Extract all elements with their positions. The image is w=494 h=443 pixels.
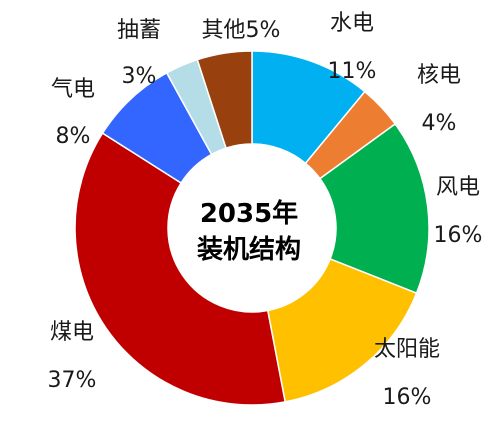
label-solar-value: 16% <box>383 385 432 410</box>
slice-wind <box>318 122 430 295</box>
label-nuclear-value: 4% <box>422 111 457 136</box>
label-other: 其他5% <box>202 18 281 43</box>
label-coal-value: 37% <box>48 368 97 393</box>
chart-subtitle: 装机结构 <box>197 235 301 265</box>
slice-solar <box>266 257 418 403</box>
chart-title: 2035年 <box>200 198 298 229</box>
label-pumped-storage-value: 3% <box>122 64 157 89</box>
label-gas-value: 8% <box>56 124 91 149</box>
label-gas-name: 气电 <box>51 77 95 102</box>
label-coal-name: 煤电 <box>50 320 94 345</box>
slice-coal <box>74 132 287 406</box>
donut-slices <box>74 50 430 406</box>
label-wind-value: 16% <box>434 223 483 248</box>
slice-other <box>196 50 253 150</box>
label-hydro-value: 11% <box>328 59 377 84</box>
label-other-name: 其他 <box>202 18 246 43</box>
label-nuclear-name: 核电 <box>417 63 461 88</box>
label-wind-name: 风电 <box>436 175 480 200</box>
label-hydro-name: 水电 <box>330 11 374 36</box>
label-other-value: 5% <box>246 18 281 43</box>
slice-labels: 水电 11% 核电 4% 风电 16% 太阳能 16% 煤电 37% 气电 8%… <box>48 11 483 410</box>
label-solar-name: 太阳能 <box>374 337 440 362</box>
label-pumped-storage-name: 抽蓄 <box>117 18 161 43</box>
